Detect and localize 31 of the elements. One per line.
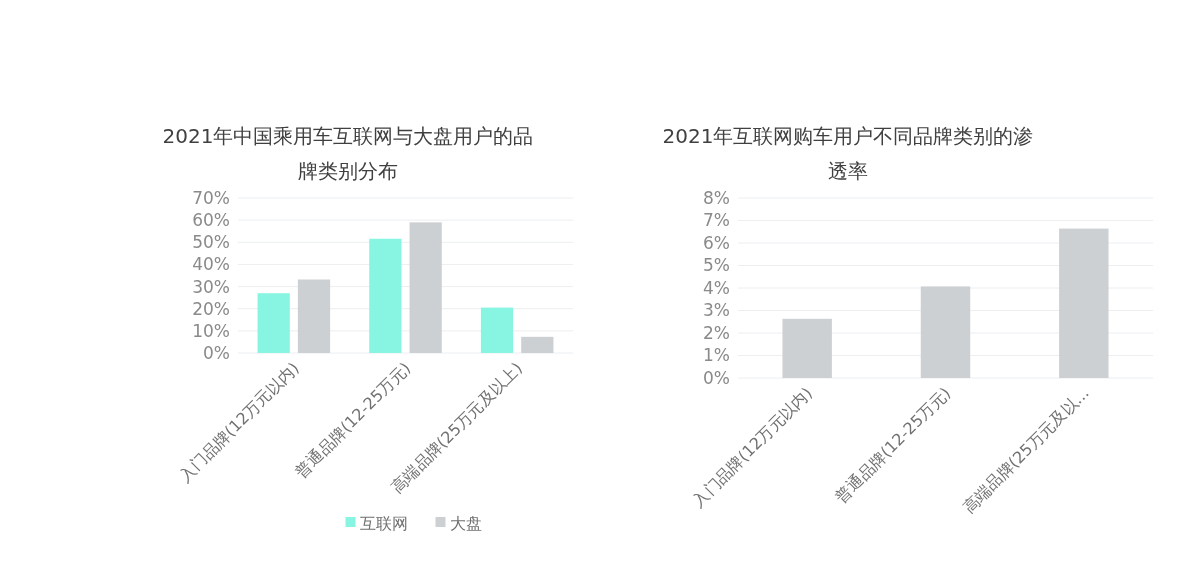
y-tick-label: 20% [192, 298, 230, 319]
y-tick-label: 5% [703, 255, 730, 276]
bar [297, 279, 331, 353]
y-tick-label: 60% [192, 210, 230, 231]
bar [521, 336, 554, 353]
y-tick-label: 50% [192, 232, 230, 253]
y-tick-label: 0% [703, 367, 730, 388]
y-tick-label: 8% [703, 187, 730, 208]
y-tick-label: 0% [203, 342, 230, 363]
bar [369, 238, 402, 353]
legend-label: 大盘 [449, 513, 482, 533]
bar [480, 307, 514, 353]
y-tick-label: 1% [703, 345, 730, 366]
y-tick-label: 6% [703, 232, 730, 253]
y-tick-label: 10% [192, 320, 230, 341]
bar [782, 318, 832, 378]
x-tick-label: 高端品牌(25万元及以... [959, 383, 1093, 517]
bar [257, 293, 290, 353]
y-tick-label: 7% [703, 210, 730, 231]
legend-label: 互联网 [359, 513, 408, 533]
bar [409, 222, 442, 353]
bar [1059, 228, 1109, 378]
chart-title: 2021年中国乘用车互联网与大盘用户的品牌类别分布 [162, 124, 534, 183]
y-tick-label: 3% [703, 300, 730, 321]
y-tick-label: 2% [703, 322, 730, 343]
chart-title: 2021年互联网购车用户不同品牌类别的渗透率 [662, 124, 1034, 183]
bar [920, 286, 971, 378]
y-tick-label: 30% [192, 276, 230, 297]
y-tick-label: 70% [192, 187, 230, 208]
y-tick-label: 4% [703, 277, 730, 298]
y-tick-label: 40% [192, 254, 230, 275]
